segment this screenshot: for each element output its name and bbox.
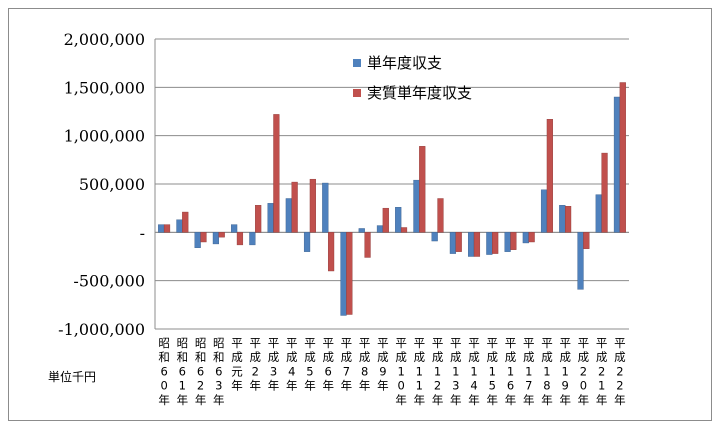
bar	[468, 232, 475, 257]
x-tick-label: 平成元年	[231, 336, 243, 393]
bar	[601, 152, 608, 233]
bar	[364, 232, 371, 258]
bar	[309, 178, 316, 233]
bar	[437, 198, 444, 233]
x-tick-label: 平成 2 0 年	[578, 336, 590, 407]
bar	[400, 227, 408, 233]
legend-swatch	[353, 59, 361, 67]
bar	[376, 225, 384, 233]
bar	[455, 232, 462, 252]
bar	[267, 203, 274, 233]
chart-frame: 2,000,000 1,500,000 1,000,000 500,000 - -500,…	[8, 8, 712, 421]
bar	[449, 232, 457, 254]
bar	[158, 224, 165, 233]
bar	[249, 232, 256, 246]
x-tick-label: 平成 8 年	[359, 336, 371, 393]
bar	[291, 181, 298, 233]
bar	[358, 228, 365, 233]
x-tick-label: 平成 1 6 年	[505, 336, 517, 407]
bar	[583, 232, 590, 249]
bar	[285, 198, 292, 233]
bar	[327, 232, 335, 272]
bar	[619, 82, 626, 233]
bar	[419, 146, 426, 233]
x-tick-label: 昭和 6 0 年	[158, 336, 170, 407]
x-tick-label: 平成 1 7 年	[523, 336, 535, 407]
bar	[559, 205, 566, 233]
bar	[346, 232, 353, 315]
y-tick-label: 2,000,000	[64, 30, 145, 49]
y-tick-label: 500,000	[79, 175, 145, 194]
x-tick-label: 平成 1 3 年	[450, 336, 462, 407]
bar	[255, 205, 262, 233]
x-tick-label: 平成 2 2 年	[614, 336, 626, 407]
unit-label: 単位千円	[48, 370, 97, 384]
bar	[528, 232, 535, 243]
x-tick-label: 平成 1 0 年	[395, 336, 407, 407]
x-tick-label: 平成 4 年	[286, 336, 298, 393]
legend-label: 実質単年度収支	[367, 84, 472, 102]
bar	[182, 211, 189, 233]
y-tick-label: -500,000	[73, 272, 145, 291]
bar	[613, 96, 621, 233]
x-tick-label: 平成 1 1 年	[414, 336, 426, 407]
bar	[303, 232, 311, 252]
legend-swatch	[353, 89, 361, 97]
bar	[564, 206, 572, 233]
bar	[546, 119, 553, 233]
bar	[492, 232, 499, 254]
bar	[577, 232, 584, 290]
legend-label: 単年度収支	[367, 54, 442, 72]
bar	[200, 232, 207, 243]
y-tick-label: -1,000,000	[58, 320, 145, 339]
bar	[194, 232, 201, 248]
x-tick-label: 平成 5 年	[304, 336, 316, 393]
bar	[163, 224, 171, 233]
bar	[231, 224, 238, 233]
x-tick-label: 平成 2 1 年	[596, 336, 608, 407]
x-tick-label: 昭和 6 1 年	[177, 336, 189, 407]
bar	[431, 232, 438, 242]
x-tick-label: 平成 7 年	[341, 336, 353, 393]
y-tick-label: -	[140, 223, 145, 242]
x-tick-label: 平成 1 5 年	[487, 336, 499, 407]
x-tick-label: 平成 3 年	[268, 336, 280, 393]
bar	[236, 232, 244, 246]
y-tick-label: 1,500,000	[64, 78, 145, 97]
x-tick-label: 昭和 6 3 年	[213, 336, 225, 407]
bar	[340, 232, 347, 316]
bar	[486, 232, 493, 255]
x-tick-label: 平成 1 9 年	[559, 336, 571, 407]
bar	[322, 182, 329, 233]
x-tick-label: 平成 1 4 年	[468, 336, 480, 407]
y-tick-label: 1,000,000	[64, 127, 145, 146]
bar	[595, 194, 602, 233]
bar	[382, 207, 389, 233]
bar	[176, 219, 183, 233]
bar	[473, 232, 481, 257]
bar	[540, 189, 548, 233]
bar	[522, 232, 529, 244]
x-tick-label: 昭和 6 2 年	[195, 336, 207, 407]
bar	[413, 179, 420, 233]
bar	[395, 206, 402, 233]
bar	[273, 114, 280, 233]
x-tick-label: 平成 2 年	[250, 336, 262, 393]
bar	[504, 232, 511, 252]
x-tick-label: 平成 6 年	[322, 336, 334, 393]
bar	[218, 232, 225, 238]
x-tick-label: 平成 9 年	[377, 336, 389, 393]
x-tick-label: 平成 1 8 年	[541, 336, 553, 407]
x-tick-label: 平成 1 2 年	[432, 336, 444, 407]
bar	[510, 232, 517, 250]
bar-chart: 2,000,000 1,500,000 1,000,000 500,000 - -500,…	[58, 30, 629, 407]
bar	[212, 232, 220, 245]
